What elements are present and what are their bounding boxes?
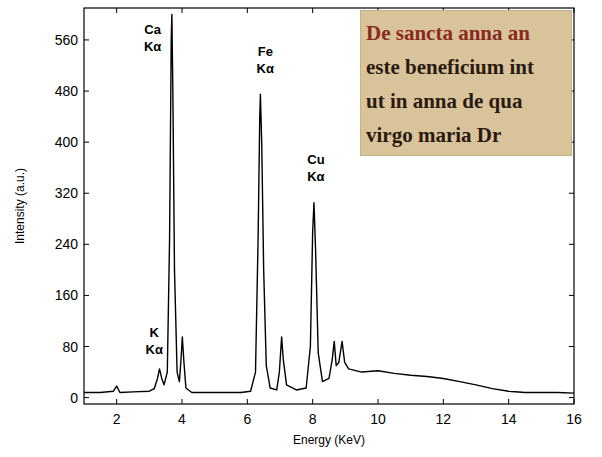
y-tick: [84, 193, 89, 194]
y-tick-label: 0: [70, 390, 78, 406]
x-tick: [182, 399, 183, 404]
peak-label: Fe Kα: [257, 44, 274, 76]
x-tick: [443, 399, 444, 404]
y-tick-label: 160: [55, 287, 79, 303]
plot-area: [84, 14, 574, 393]
x-tick-label: 8: [309, 411, 317, 427]
y-tick-right: [569, 397, 574, 398]
y-tick-right: [569, 193, 574, 194]
x-tick-label: 2: [113, 411, 121, 427]
peak-label-line: Kα: [144, 39, 161, 54]
plot-frame: [84, 8, 574, 404]
x-tick: [116, 399, 117, 404]
y-tick: [84, 39, 89, 40]
y-tick-label: 400: [55, 134, 79, 150]
y-tick: [84, 397, 89, 398]
inset: De sancta anna an este beneficium int ut i…: [360, 10, 572, 156]
peak-label: K Kα: [146, 325, 163, 357]
x-axis-title: Energy (KeV): [293, 433, 365, 447]
chart: 0 80 160 240 320 400 480 560 2 4 6 8 10 12 14 16 Energy …: [0, 0, 602, 457]
peak-label-line: K: [150, 325, 160, 340]
peak-label-line: Kα: [307, 169, 324, 184]
x-tick: [312, 399, 313, 404]
inset-text-line: ut in anna de qua: [366, 89, 523, 113]
y-tick-label: 240: [55, 236, 79, 252]
y-axis-title: Intensity (a.u.): [13, 168, 27, 244]
peak-label: Cu Kα: [307, 152, 324, 184]
x-tick-label: 14: [501, 411, 517, 427]
inset-text-line: virgo maria Dr: [366, 123, 501, 147]
y-tick-right: [569, 244, 574, 245]
x-tick-label: 4: [178, 411, 186, 427]
x-tick-top: [312, 8, 313, 13]
peak-label-line: Kα: [146, 342, 163, 357]
y-tick-label: 480: [55, 83, 79, 99]
inset-border: [360, 10, 572, 156]
x-tick-label: 6: [243, 411, 251, 427]
x-tick-label: 16: [566, 411, 582, 427]
x-tick-label: 10: [370, 411, 386, 427]
inset-background: [360, 10, 572, 156]
x-tick: [508, 399, 509, 404]
peak-label-line: Cu: [307, 152, 324, 167]
y-tick-right: [569, 346, 574, 347]
peak-label: Ca Kα: [144, 22, 162, 54]
y-tick-right: [569, 295, 574, 296]
y-tick-label: 320: [55, 185, 79, 201]
y-tick: [84, 91, 89, 92]
inset-text-line: De sancta anna an: [366, 21, 530, 45]
spectrum-line: [84, 14, 574, 393]
x-tick: [378, 399, 379, 404]
peak-label-line: Kα: [257, 61, 274, 76]
y-tick-label: 80: [62, 339, 78, 355]
inset-text-line: este beneficium int: [366, 55, 534, 79]
peak-label-line: Fe: [258, 44, 273, 59]
peak-label-line: Ca: [144, 22, 161, 37]
x-tick-top: [116, 8, 117, 13]
y-tick: [84, 295, 89, 296]
x-tick: [247, 399, 248, 404]
x-tick-top: [247, 8, 248, 13]
y-tick: [84, 346, 89, 347]
y-tick: [84, 142, 89, 143]
x-tick-label: 12: [436, 411, 452, 427]
y-tick: [84, 244, 89, 245]
y-tick-label: 560: [55, 32, 79, 48]
x-tick-top: [182, 8, 183, 13]
